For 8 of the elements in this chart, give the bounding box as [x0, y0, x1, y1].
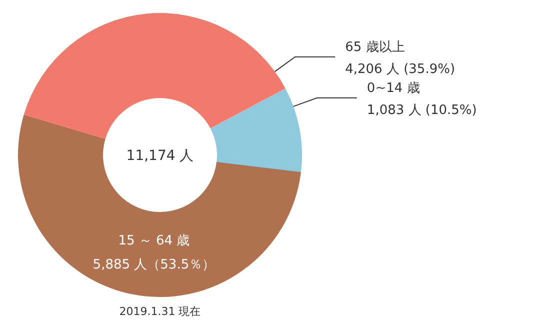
slice-label: 0~14 歳: [366, 80, 420, 96]
data-label: 4,206 人 (35.9%): [345, 62, 456, 77]
text: 2019.1.31 現在: [119, 305, 201, 318]
text: 11,174 人: [126, 148, 194, 164]
slice-label: 65 歳以上: [345, 40, 405, 55]
slice-label: 15 ～ 64 歳: [118, 233, 190, 248]
data-label: 5,885 人（53.5％）: [92, 257, 216, 272]
data-label: 1,083 人 (10.5%): [366, 102, 477, 118]
